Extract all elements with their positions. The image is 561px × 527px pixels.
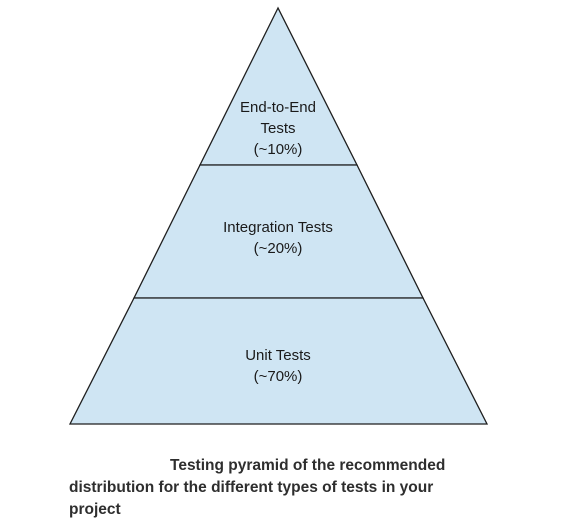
tier-name: Integration Tests <box>223 219 333 236</box>
tier-name: Unit Tests <box>245 347 311 364</box>
tier-share: (~70%) <box>253 368 303 385</box>
tier-name-line-1: End-to-End <box>240 99 316 116</box>
tier-share: (~20%) <box>253 240 303 257</box>
testing-pyramid-diagram <box>68 6 489 425</box>
tier-label-unit: Unit Tests (~70%) <box>158 345 398 387</box>
caption-text: Testing pyramid of the recommended distr… <box>69 457 446 518</box>
figure-caption: Testing pyramid of the recommended distr… <box>69 455 489 521</box>
tier-label-integration: Integration Tests (~20%) <box>158 217 398 259</box>
tier-label-end-to-end: End-to-End Tests (~10%) <box>178 97 378 160</box>
tier-share: (~10%) <box>253 141 303 158</box>
pyramid-tier-unit <box>68 297 489 425</box>
tier-name-line-2: Tests <box>260 120 296 137</box>
